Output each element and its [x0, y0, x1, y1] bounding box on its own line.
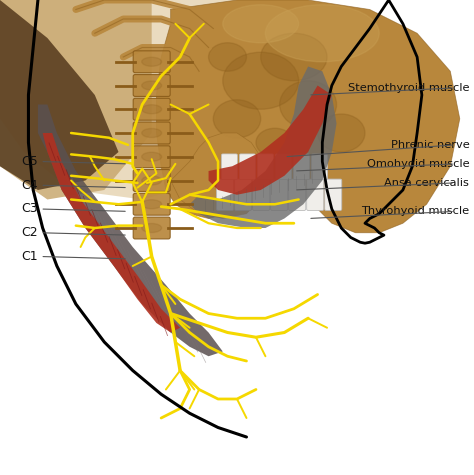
- Text: Thyrohyoid muscle: Thyrohyoid muscle: [361, 206, 469, 217]
- Ellipse shape: [318, 114, 365, 152]
- Text: Stemothyroid muscle: Stemothyroid muscle: [348, 83, 469, 93]
- Text: C3: C3: [21, 202, 38, 216]
- Polygon shape: [190, 66, 337, 228]
- Polygon shape: [0, 0, 261, 200]
- Ellipse shape: [142, 200, 162, 209]
- FancyBboxPatch shape: [239, 154, 255, 180]
- Ellipse shape: [142, 176, 162, 185]
- Ellipse shape: [142, 152, 162, 162]
- Ellipse shape: [223, 52, 299, 109]
- FancyBboxPatch shape: [307, 179, 324, 210]
- FancyBboxPatch shape: [275, 154, 292, 180]
- Text: C1: C1: [21, 250, 38, 263]
- Text: C4: C4: [21, 179, 38, 192]
- FancyBboxPatch shape: [253, 179, 270, 210]
- Ellipse shape: [265, 5, 379, 62]
- FancyBboxPatch shape: [271, 179, 288, 210]
- FancyBboxPatch shape: [257, 154, 273, 180]
- Ellipse shape: [142, 81, 162, 90]
- Text: Ansa cervicalis: Ansa cervicalis: [384, 178, 469, 188]
- FancyBboxPatch shape: [133, 217, 170, 239]
- FancyBboxPatch shape: [235, 179, 252, 210]
- Ellipse shape: [213, 100, 261, 138]
- Polygon shape: [0, 0, 152, 200]
- FancyBboxPatch shape: [221, 154, 237, 180]
- FancyBboxPatch shape: [293, 154, 310, 180]
- FancyBboxPatch shape: [133, 122, 170, 144]
- Text: C2: C2: [21, 226, 38, 239]
- Polygon shape: [0, 0, 118, 190]
- Ellipse shape: [256, 128, 294, 157]
- Ellipse shape: [142, 57, 162, 66]
- FancyBboxPatch shape: [311, 154, 328, 180]
- Ellipse shape: [142, 224, 162, 232]
- Polygon shape: [38, 104, 223, 356]
- FancyBboxPatch shape: [133, 51, 170, 73]
- Polygon shape: [171, 133, 265, 218]
- Ellipse shape: [261, 33, 327, 81]
- Ellipse shape: [209, 43, 246, 71]
- Ellipse shape: [142, 128, 162, 138]
- FancyBboxPatch shape: [133, 146, 170, 168]
- FancyBboxPatch shape: [133, 170, 170, 191]
- FancyBboxPatch shape: [133, 98, 170, 120]
- FancyBboxPatch shape: [133, 75, 170, 96]
- FancyBboxPatch shape: [289, 179, 306, 210]
- Ellipse shape: [142, 104, 162, 114]
- Ellipse shape: [280, 81, 337, 128]
- Polygon shape: [209, 86, 332, 195]
- Ellipse shape: [223, 5, 299, 43]
- Text: C5: C5: [21, 155, 38, 168]
- Text: Phrenic nerve: Phrenic nerve: [391, 140, 469, 150]
- FancyBboxPatch shape: [325, 179, 342, 210]
- Text: Omohyoid muscle: Omohyoid muscle: [366, 159, 469, 169]
- FancyBboxPatch shape: [133, 193, 170, 215]
- FancyBboxPatch shape: [217, 179, 234, 210]
- Polygon shape: [43, 133, 180, 332]
- Polygon shape: [156, 0, 460, 233]
